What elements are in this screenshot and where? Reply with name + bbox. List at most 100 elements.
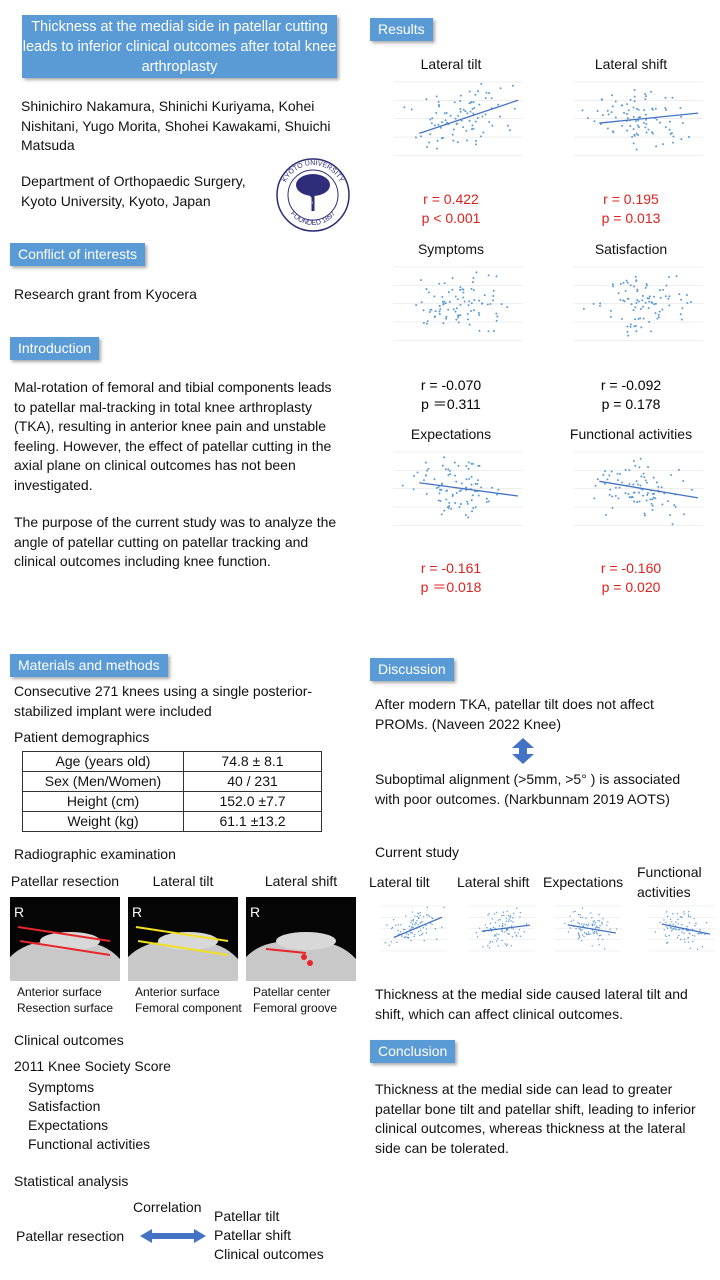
table-cell: 40 / 231: [183, 771, 322, 792]
plot-dot: [413, 935, 415, 938]
plot-dot: [643, 476, 646, 479]
plot-dot: [598, 304, 601, 307]
plot-dot: [646, 491, 649, 494]
plot-dot: [617, 497, 620, 500]
plot-dot: [697, 932, 699, 935]
plot-dot: [454, 474, 457, 477]
plot-dot: [425, 914, 428, 916]
plot-dot: [639, 307, 642, 310]
plot-dot: [445, 498, 448, 501]
plot-dot: [492, 295, 495, 298]
plot-dot: [397, 929, 399, 932]
plot-dot: [473, 106, 476, 109]
plot-dot: [582, 934, 584, 936]
plot-dot: [624, 468, 627, 471]
plot-dot: [478, 299, 481, 302]
plot-dot: [449, 473, 452, 476]
plot-dot: [647, 307, 650, 310]
plot-dot: [670, 132, 673, 135]
plot-dot: [677, 468, 680, 471]
p-value: p = 0.013: [601, 210, 661, 226]
plot-dot: [406, 936, 409, 939]
plot-dot: [645, 499, 648, 502]
plot-dot: [457, 114, 460, 117]
plot-dot: [444, 302, 447, 305]
plot-dot: [649, 498, 652, 501]
plot-dot: [519, 916, 521, 918]
plot-dot: [441, 464, 444, 467]
radiograph: R: [10, 897, 120, 981]
plot-dot: [523, 931, 525, 933]
plot-dot: [440, 513, 443, 516]
plot-dot: [645, 131, 648, 134]
plot-dot: [569, 915, 571, 917]
plot-dot: [443, 906, 445, 909]
plot-dot: [407, 936, 410, 939]
plot-dot: [645, 123, 648, 126]
plot-dot: [440, 121, 443, 124]
plot-dot: [465, 129, 468, 132]
plot-dot: [635, 132, 638, 135]
plot-dot: [440, 488, 443, 491]
plot-dot: [671, 96, 674, 99]
plot-dot: [471, 462, 474, 465]
plot-dot: [669, 923, 671, 925]
plot-dot: [449, 114, 452, 117]
plot-dot: [626, 103, 629, 106]
dot: [301, 954, 307, 960]
plot-dot: [647, 466, 650, 469]
plot-dot: [651, 493, 654, 496]
plot-dot: [572, 911, 574, 913]
conflict-text: Research grant from Kyocera: [14, 286, 197, 302]
plot-dot: [431, 923, 433, 926]
plot-dot: [570, 920, 573, 923]
p-value: p < 0.001: [421, 210, 481, 226]
plot-dot: [458, 506, 461, 509]
plot-dot: [681, 307, 684, 310]
plot-dot: [459, 503, 462, 506]
plot-dot: [417, 924, 419, 926]
plot-dot: [577, 913, 580, 916]
plot-dot: [666, 942, 668, 944]
plot-dot: [490, 930, 493, 932]
plot-dot: [429, 308, 432, 311]
line: [137, 940, 229, 956]
plot-dot: [490, 486, 493, 489]
scatter-plot: [573, 451, 703, 526]
plot-dot: [593, 932, 596, 935]
current-plot-title: Expectations: [543, 874, 624, 890]
plot-dot: [642, 472, 645, 475]
plot-dot: [445, 112, 448, 115]
plot-dot: [459, 94, 462, 97]
plot-dot: [575, 927, 577, 930]
plot-dot: [518, 928, 521, 931]
stats-item: Patellar tilt: [214, 1208, 280, 1224]
plot-dot: [457, 314, 460, 317]
plot-dot: [472, 289, 475, 292]
plot-dot: [401, 484, 404, 487]
plot-dot: [690, 488, 693, 491]
plot-dot: [583, 935, 585, 938]
results-heading: Results: [370, 18, 433, 41]
plot-dot: [425, 322, 428, 325]
plot-dot: [516, 907, 518, 909]
plot-dot: [681, 916, 683, 919]
plot-dot: [666, 911, 668, 913]
plot-dot: [596, 109, 599, 112]
plot-dot: [637, 116, 640, 119]
plot-dot: [591, 925, 593, 927]
plot-dot: [458, 490, 461, 493]
plot-dot: [626, 129, 629, 132]
side-marker: R: [14, 904, 24, 920]
plot-dot: [447, 308, 450, 311]
plot-dot: [422, 309, 425, 312]
plot-dot: [512, 912, 515, 915]
plot-dot: [647, 297, 650, 300]
plot-dot: [459, 314, 462, 317]
plot-dot: [456, 122, 459, 125]
table-cell: 61.1 ±13.2: [183, 811, 322, 832]
image-title: Lateral tilt: [152, 873, 214, 889]
plot-dot: [434, 928, 437, 930]
plot-dot: [510, 925, 513, 927]
plot-dot: [457, 464, 460, 467]
